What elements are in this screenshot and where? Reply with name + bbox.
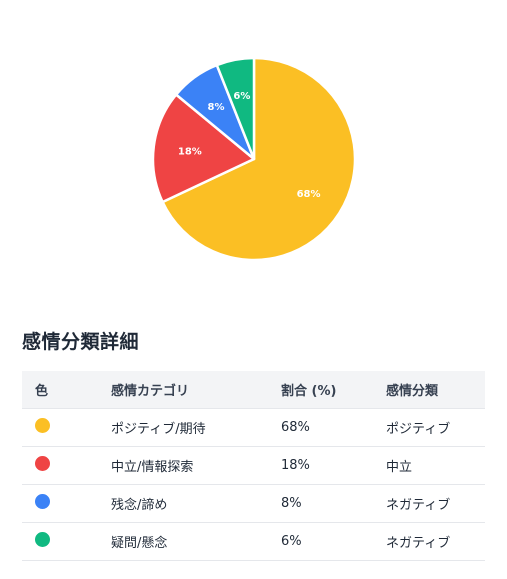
header-classification: 感情分類 [386, 371, 485, 409]
pie-slice [151, 93, 256, 204]
header-percent: 割合 (%) [281, 371, 386, 409]
header-category: 感情カテゴリ [111, 371, 281, 409]
classification-cell: 中立 [386, 446, 485, 485]
slice-label: 18% [178, 146, 202, 157]
percent-cell: 68% [281, 408, 386, 447]
color-cell [22, 522, 111, 561]
color-cell [22, 408, 111, 447]
percent-cell: 18% [281, 446, 386, 485]
slice-label: 6% [233, 91, 250, 102]
percent-cell: 8% [281, 484, 386, 523]
category-cell: ポジティブ/期待 [111, 408, 281, 447]
color-dot-icon [35, 456, 50, 471]
slice-label: 68% [297, 189, 321, 200]
category-cell: 残念/諦め [111, 484, 281, 523]
table-row: 疑問/懸念 6% ネガティブ [22, 522, 485, 561]
section-title: 感情分類詳細 [22, 331, 140, 353]
classification-cell: ネガティブ [386, 484, 485, 523]
table-row: 中立/情報探索 18% 中立 [22, 446, 485, 485]
color-cell [22, 484, 111, 523]
table-header-row: 色 感情カテゴリ 割合 (%) 感情分類 [22, 371, 485, 409]
classification-cell: ポジティブ [386, 408, 485, 447]
category-cell: 疑問/懸念 [111, 522, 281, 561]
classification-cell: ネガティブ [386, 522, 485, 561]
category-cell: 中立/情報探索 [111, 446, 281, 485]
pie-chart: 68% 18% 8% 6% [151, 56, 357, 262]
color-dot-icon [35, 418, 50, 433]
table-row: ポジティブ/期待 68% ポジティブ [22, 408, 485, 447]
pie-slice [161, 56, 357, 262]
percent-cell: 6% [281, 522, 386, 561]
pie-slice [215, 56, 256, 161]
table-row: 残念/諦め 8% ネガティブ [22, 484, 485, 523]
header-color: 色 [22, 371, 111, 409]
sentiment-table: 色 感情カテゴリ 割合 (%) 感情分類 ポジティブ/期待 68% ポジティブ … [22, 371, 485, 561]
color-cell [22, 446, 111, 485]
color-dot-icon [35, 494, 50, 509]
slice-label: 8% [208, 102, 225, 113]
color-dot-icon [35, 532, 50, 547]
